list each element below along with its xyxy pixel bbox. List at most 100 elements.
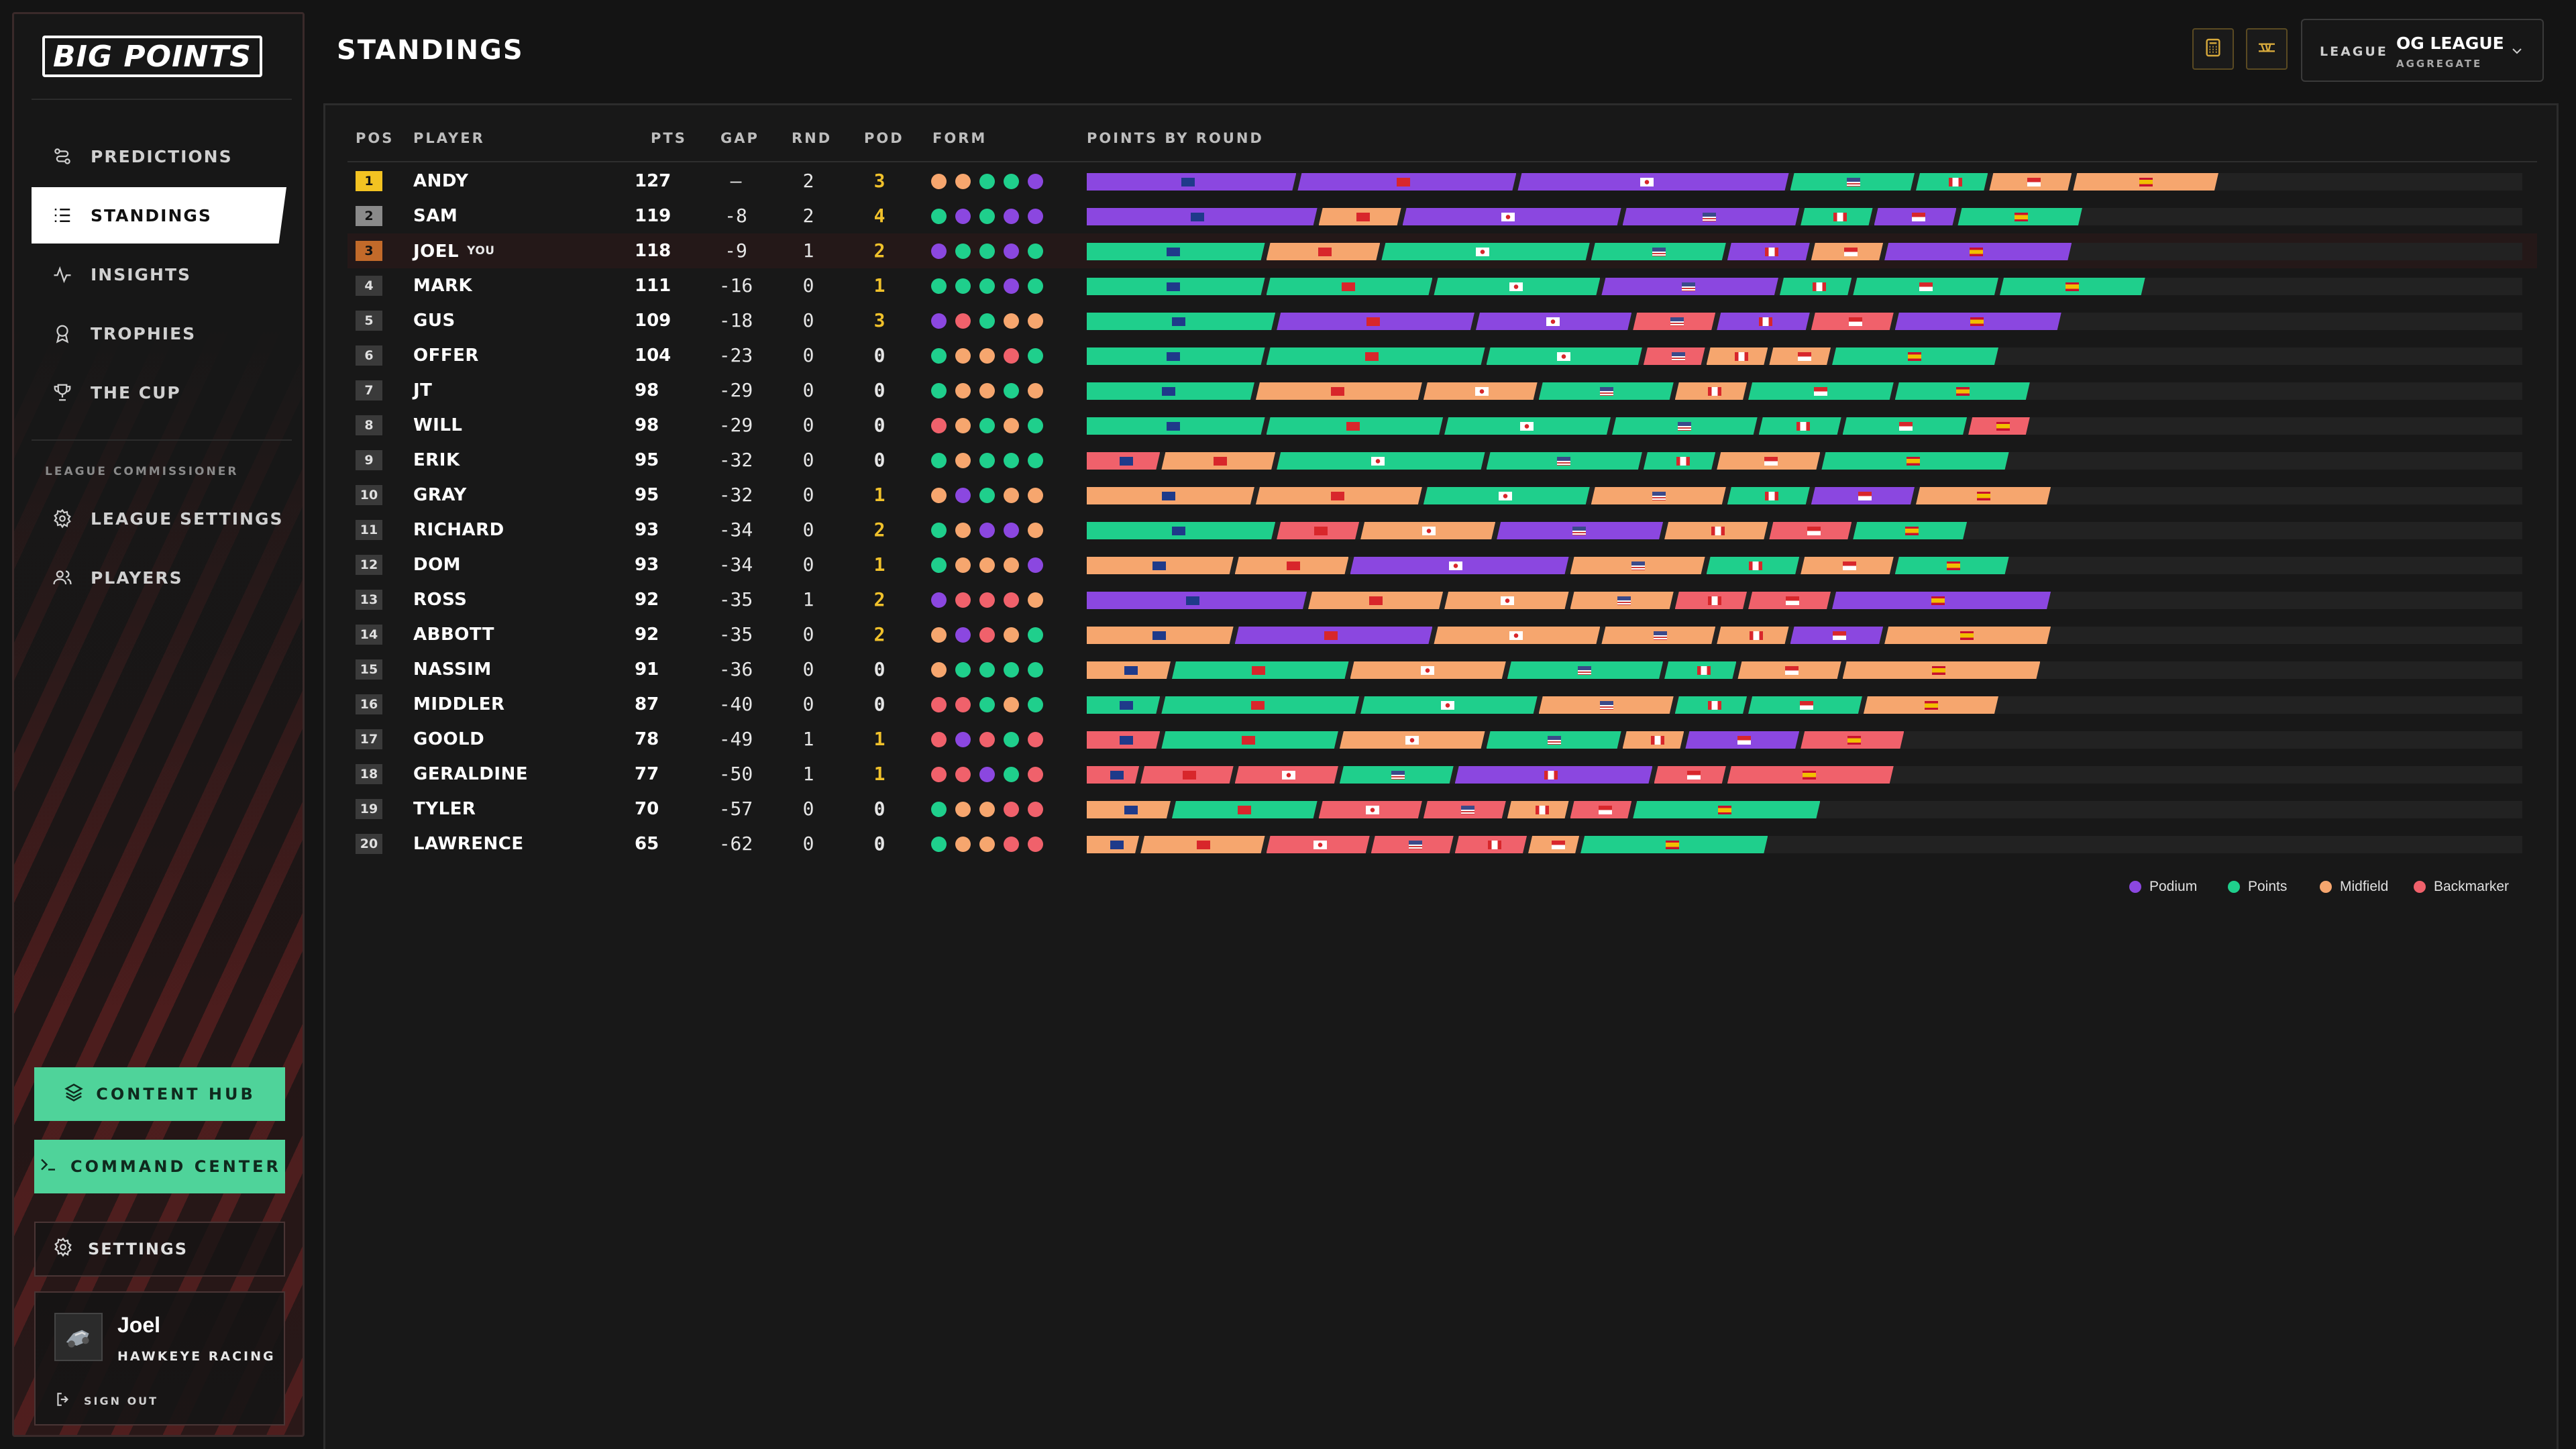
round-segment[interactable] — [1748, 382, 1894, 400]
round-segment[interactable] — [1235, 627, 1433, 644]
round-segment[interactable] — [1087, 731, 1160, 749]
round-segment[interactable] — [1811, 243, 1883, 260]
points-by-round-bar[interactable] — [1087, 522, 2522, 539]
sidebar-item-standings[interactable]: STANDINGS — [32, 187, 286, 244]
round-segment[interactable] — [1161, 452, 1275, 470]
round-segment[interactable] — [1319, 801, 1422, 818]
points-by-round-bar[interactable] — [1087, 417, 2522, 435]
round-segment[interactable] — [1675, 592, 1747, 609]
table-row[interactable]: 5 GUS 109 -18 0 3 — [347, 303, 2537, 338]
round-segment[interactable] — [1957, 208, 2082, 225]
round-segment[interactable] — [1790, 627, 1884, 644]
points-by-round-bar[interactable] — [1087, 452, 2522, 470]
round-segment[interactable] — [1633, 313, 1715, 330]
round-segment[interactable] — [1161, 696, 1359, 714]
round-segment[interactable] — [1087, 382, 1254, 400]
round-segment[interactable] — [1780, 278, 1851, 295]
round-segment[interactable] — [1424, 801, 1506, 818]
round-segment[interactable] — [1707, 557, 1800, 574]
round-segment[interactable] — [1087, 801, 1171, 818]
round-segment[interactable] — [1087, 417, 1265, 435]
points-by-round-bar[interactable] — [1087, 173, 2522, 191]
round-segment[interactable] — [1895, 382, 2030, 400]
table-row[interactable]: 15 NASSIM 91 -36 0 0 — [347, 652, 2537, 687]
round-segment[interactable] — [1832, 592, 2051, 609]
round-segment[interactable] — [1267, 347, 1485, 365]
points-by-round-bar[interactable] — [1087, 696, 2522, 714]
player-name[interactable]: JOEL YOU — [413, 233, 495, 268]
table-row[interactable]: 8 WILL 98 -29 0 0 — [347, 408, 2537, 443]
round-segment[interactable] — [1340, 731, 1485, 749]
round-segment[interactable] — [1424, 487, 1590, 504]
round-segment[interactable] — [1267, 243, 1381, 260]
round-segment[interactable] — [1087, 173, 1296, 191]
table-row[interactable]: 17 GOOLD 78 -49 1 1 — [347, 722, 2537, 757]
round-segment[interactable] — [1256, 382, 1422, 400]
round-segment[interactable] — [1853, 522, 1967, 539]
round-segment[interactable] — [1843, 661, 2041, 679]
round-segment[interactable] — [1434, 627, 1600, 644]
table-row[interactable]: 14 ABBOTT 92 -35 0 2 — [347, 617, 2537, 652]
round-segment[interactable] — [1087, 522, 1275, 539]
col-header-gap[interactable]: GAP — [720, 130, 759, 146]
round-segment[interactable] — [1874, 208, 1957, 225]
round-segment[interactable] — [1444, 417, 1611, 435]
round-segment[interactable] — [1601, 627, 1715, 644]
round-segment[interactable] — [1528, 836, 1579, 853]
round-segment[interactable] — [1737, 661, 1841, 679]
sidebar-item-the-cup[interactable]: THE CUP — [32, 364, 286, 421]
table-row[interactable]: 7 JT 98 -29 0 0 — [347, 373, 2537, 408]
table-row[interactable]: 2 SAM 119 -8 2 4 — [347, 199, 2537, 233]
player-name[interactable]: JT — [413, 373, 432, 408]
round-segment[interactable] — [1633, 801, 1820, 818]
round-segment[interactable] — [1487, 731, 1621, 749]
round-segment[interactable] — [1539, 696, 1674, 714]
round-segment[interactable] — [1256, 487, 1422, 504]
round-segment[interactable] — [1087, 696, 1160, 714]
table-row[interactable]: 4 MARK 111 -16 0 1 — [347, 268, 2537, 303]
round-segment[interactable] — [1455, 836, 1527, 853]
player-name[interactable]: OFFER — [413, 338, 479, 373]
round-segment[interactable] — [1517, 173, 1788, 191]
round-segment[interactable] — [1832, 347, 1998, 365]
col-header-rnd[interactable]: RND — [792, 130, 833, 146]
round-segment[interactable] — [1748, 592, 1831, 609]
round-segment[interactable] — [1172, 801, 1318, 818]
round-segment[interactable] — [1087, 278, 1265, 295]
round-segment[interactable] — [1444, 592, 1568, 609]
round-segment[interactable] — [1811, 313, 1894, 330]
round-segment[interactable] — [1707, 347, 1768, 365]
round-segment[interactable] — [1297, 173, 1516, 191]
player-name[interactable]: SAM — [413, 199, 458, 233]
table-row[interactable]: 9 ERIK 95 -32 0 0 — [347, 443, 2537, 478]
round-segment[interactable] — [1864, 696, 1998, 714]
round-segment[interactable] — [1507, 661, 1663, 679]
sidebar-item-league-settings[interactable]: LEAGUE SETTINGS — [32, 490, 286, 547]
col-header-pod[interactable]: POD — [864, 130, 904, 146]
round-segment[interactable] — [1267, 278, 1433, 295]
round-segment[interactable] — [1308, 592, 1443, 609]
round-segment[interactable] — [1612, 417, 1758, 435]
round-segment[interactable] — [1140, 836, 1265, 853]
table-row[interactable]: 3 JOEL YOU 118 -9 1 2 — [347, 233, 2537, 268]
round-segment[interactable] — [1319, 208, 1401, 225]
round-segment[interactable] — [1727, 766, 1894, 784]
round-segment[interactable] — [1570, 592, 1674, 609]
points-by-round-bar[interactable] — [1087, 731, 2522, 749]
round-segment[interactable] — [1087, 347, 1265, 365]
points-by-round-bar[interactable] — [1087, 836, 2522, 853]
round-segment[interactable] — [2000, 278, 2145, 295]
round-segment[interactable] — [1591, 487, 1726, 504]
player-name[interactable]: ERIK — [413, 443, 460, 478]
round-segment[interactable] — [1340, 766, 1454, 784]
round-segment[interactable] — [1381, 243, 1589, 260]
points-by-round-bar[interactable] — [1087, 592, 2522, 609]
player-name[interactable]: ROSS — [413, 582, 467, 617]
round-segment[interactable] — [1769, 522, 1851, 539]
round-segment[interactable] — [1895, 313, 2061, 330]
round-segment[interactable] — [1455, 766, 1653, 784]
round-segment[interactable] — [1570, 557, 1705, 574]
player-name[interactable]: GUS — [413, 303, 455, 338]
points-by-round-bar[interactable] — [1087, 278, 2522, 295]
table-row[interactable]: 6 OFFER 104 -23 0 0 — [347, 338, 2537, 373]
